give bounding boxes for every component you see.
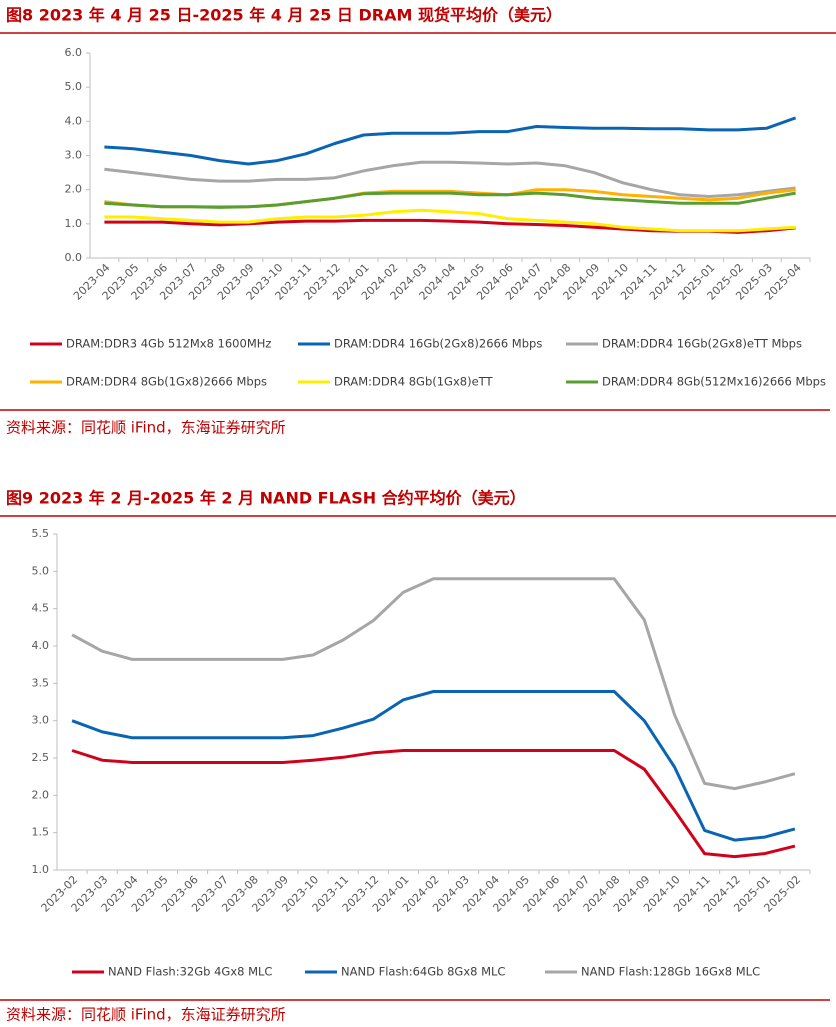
y-tick-label: 3.5 — [32, 676, 50, 689]
legend-label: DRAM:DDR4 8Gb(1Gx8)eTT — [334, 375, 493, 389]
series-line — [104, 160, 796, 198]
y-tick-label: 5.0 — [65, 80, 83, 93]
y-tick-label: 4.5 — [32, 602, 50, 615]
legend-label: DRAM:DDR4 8Gb(1Gx8)2666 Mbps — [66, 375, 267, 389]
series-line — [71, 749, 796, 859]
y-tick-label: 4.0 — [65, 114, 83, 127]
series-line — [71, 577, 796, 791]
y-tick-label: 2.5 — [32, 751, 50, 764]
legend-label: NAND Flash:32Gb 4Gx8 MLC — [108, 965, 272, 979]
y-tick-label: 5.5 — [32, 527, 50, 540]
y-tick-label: 1.0 — [32, 863, 50, 876]
legend-label: NAND Flash:64Gb 8Gx8 MLC — [341, 965, 505, 979]
legend-label: DRAM:DDR3 4Gb 512Mx8 1600MHz — [66, 337, 271, 351]
y-tick-label: 3.0 — [32, 714, 50, 727]
y-tick-label: 2.0 — [65, 183, 83, 196]
legend-label: DRAM:DDR4 16Gb(2Gx8)2666 Mbps — [334, 337, 542, 351]
source: 资料来源：同花顺 iFind，东海证券研究所 — [6, 419, 286, 437]
y-tick-label: 6.0 — [65, 46, 83, 59]
legend-label: DRAM:DDR4 8Gb(512Mx16)2666 Mbps — [602, 375, 826, 389]
y-tick-label: 5.0 — [32, 564, 50, 577]
source: 资料来源：同花顺 iFind，东海证券研究所 — [6, 1006, 286, 1024]
series-line — [104, 208, 796, 233]
legend-label: DRAM:DDR4 16Gb(2Gx8)eTT Mbps — [602, 337, 802, 351]
chart-title: 图8 2023 年 4 月 25 日-2025 年 4 月 25 日 DRAM … — [6, 6, 562, 25]
chart-title: 图9 2023 年 2 月-2025 年 2 月 NAND FLASH 合约平均… — [6, 489, 526, 508]
y-tick-label: 2.0 — [32, 788, 50, 801]
y-tick-label: 1.5 — [32, 826, 50, 839]
y-tick-label: 4.0 — [32, 639, 50, 652]
y-tick-label: 0.0 — [65, 251, 83, 264]
series-line — [71, 690, 796, 842]
series-line — [104, 116, 797, 166]
y-tick-label: 1.0 — [65, 217, 83, 230]
legend-label: NAND Flash:128Gb 16Gx8 MLC — [581, 965, 760, 979]
y-tick-label: 3.0 — [65, 149, 83, 162]
series-line — [104, 191, 796, 209]
